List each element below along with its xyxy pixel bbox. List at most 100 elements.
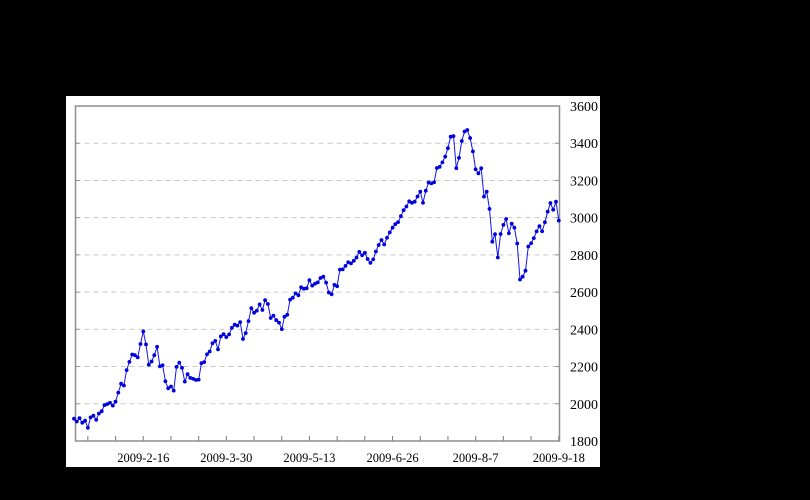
data-point bbox=[274, 318, 279, 323]
data-point bbox=[324, 280, 328, 285]
data-point bbox=[238, 320, 243, 324]
plot-frame bbox=[74, 105, 561, 442]
data-point bbox=[495, 255, 500, 260]
data-point bbox=[174, 365, 179, 369]
data-point bbox=[371, 257, 376, 262]
data-point bbox=[177, 360, 182, 365]
data-point bbox=[432, 180, 436, 185]
data-point bbox=[221, 332, 226, 337]
data-point bbox=[271, 313, 276, 318]
data-point bbox=[526, 244, 531, 249]
data-point bbox=[155, 344, 159, 349]
data-point bbox=[122, 383, 126, 388]
data-point bbox=[393, 222, 398, 227]
data-point bbox=[202, 360, 207, 364]
data-point bbox=[454, 166, 459, 171]
data-point bbox=[293, 291, 298, 296]
data-point bbox=[230, 325, 234, 330]
data-point bbox=[163, 379, 168, 384]
data-point bbox=[249, 306, 254, 310]
data-point bbox=[149, 359, 154, 364]
data-point bbox=[299, 285, 303, 290]
data-point bbox=[482, 194, 486, 199]
data-point bbox=[423, 188, 428, 193]
data-point bbox=[507, 231, 511, 236]
data-point bbox=[152, 353, 157, 358]
data-point bbox=[86, 425, 90, 430]
data-point bbox=[490, 239, 495, 244]
data-point bbox=[138, 342, 143, 346]
data-point bbox=[451, 134, 456, 138]
y-axis-label: 3000 bbox=[570, 212, 598, 227]
x-axis-label: 2009-8-7 bbox=[453, 451, 499, 465]
y-axis-label: 3200 bbox=[570, 174, 598, 189]
data-point bbox=[415, 194, 420, 199]
data-point bbox=[446, 146, 450, 151]
data-point bbox=[227, 332, 232, 337]
data-point bbox=[315, 280, 320, 285]
data-point bbox=[216, 347, 220, 352]
data-point bbox=[213, 339, 218, 343]
data-point bbox=[80, 420, 85, 425]
x-axis-label: 2009-6-26 bbox=[367, 451, 419, 465]
data-point bbox=[77, 416, 82, 420]
data-point bbox=[169, 384, 173, 389]
data-point bbox=[374, 249, 378, 254]
data-point bbox=[382, 242, 387, 247]
data-point bbox=[166, 386, 171, 391]
data-point bbox=[349, 261, 353, 266]
x-axis-label: 2009-3-30 bbox=[200, 451, 252, 465]
data-point bbox=[343, 264, 348, 268]
data-point bbox=[252, 310, 256, 315]
data-point bbox=[260, 308, 265, 312]
data-point bbox=[421, 200, 425, 205]
data-point bbox=[196, 377, 201, 382]
data-point bbox=[484, 189, 489, 194]
data-point bbox=[457, 156, 461, 160]
data-point bbox=[396, 220, 400, 224]
data-point bbox=[171, 388, 176, 393]
data-point bbox=[110, 403, 115, 408]
data-point bbox=[440, 160, 445, 165]
data-point bbox=[263, 298, 267, 302]
data-point bbox=[501, 223, 506, 227]
data-point bbox=[116, 390, 121, 395]
data-point bbox=[487, 207, 492, 211]
data-point bbox=[551, 207, 556, 212]
data-point bbox=[296, 293, 301, 298]
data-point bbox=[498, 232, 503, 236]
data-point bbox=[387, 230, 392, 235]
data-point bbox=[310, 283, 315, 288]
data-point bbox=[368, 261, 373, 265]
data-point bbox=[246, 319, 251, 323]
data-point bbox=[113, 399, 118, 404]
data-point bbox=[224, 335, 229, 339]
data-point bbox=[338, 267, 342, 272]
data-point bbox=[404, 204, 409, 209]
data-point bbox=[83, 418, 87, 423]
data-point bbox=[72, 416, 76, 421]
data-point bbox=[288, 297, 292, 302]
data-point bbox=[476, 171, 481, 176]
data-point bbox=[285, 312, 290, 317]
data-point bbox=[207, 349, 212, 354]
data-point bbox=[379, 238, 384, 242]
data-point bbox=[357, 250, 362, 254]
data-point bbox=[363, 250, 367, 255]
data-point bbox=[119, 381, 123, 386]
data-point bbox=[241, 337, 245, 341]
data-point bbox=[493, 232, 497, 237]
data-point bbox=[290, 295, 295, 300]
data-point bbox=[243, 331, 248, 335]
data-point bbox=[326, 290, 331, 295]
data-point bbox=[94, 417, 99, 422]
data-point bbox=[390, 225, 395, 230]
y-axis-label: 1800 bbox=[570, 435, 598, 450]
data-point bbox=[515, 241, 520, 246]
data-point bbox=[534, 229, 539, 234]
data-point bbox=[97, 411, 101, 416]
data-point bbox=[141, 329, 146, 334]
data-point bbox=[133, 353, 137, 358]
data-point bbox=[471, 149, 475, 154]
